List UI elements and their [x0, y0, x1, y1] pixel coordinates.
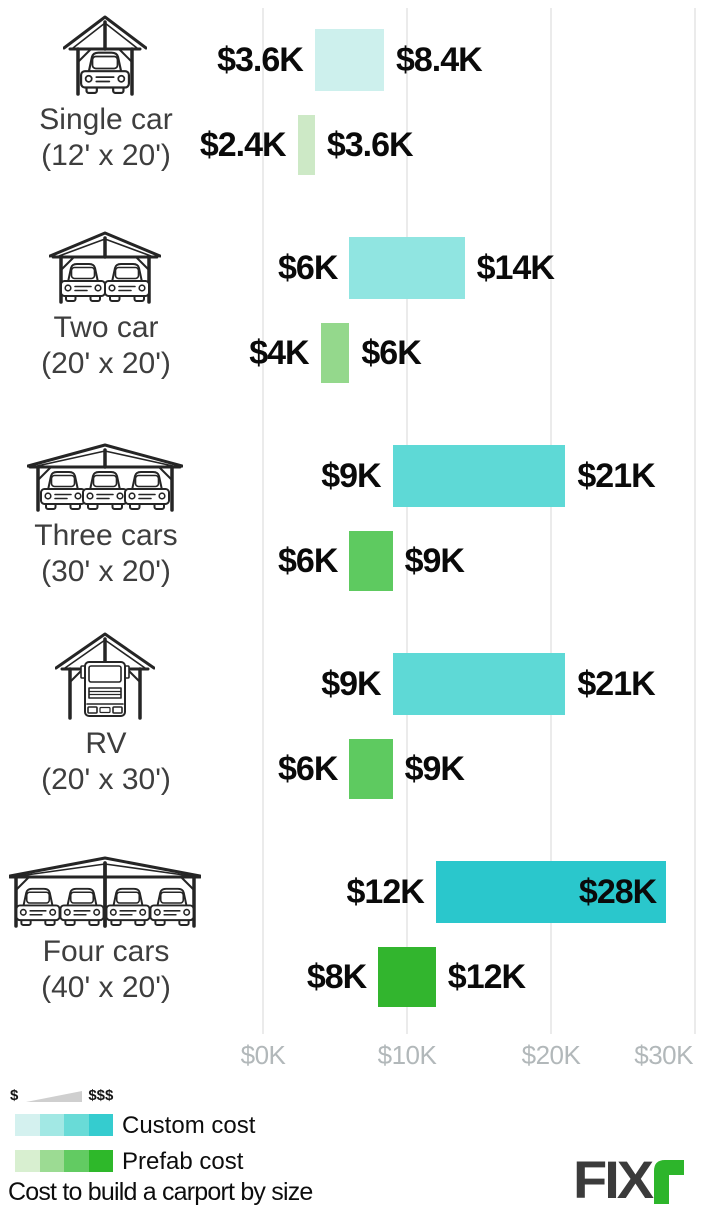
- chart-row-four-cars: Four cars (40' x 20') $12K $28K $8K $12K: [0, 842, 710, 1050]
- custom-cost-bar: [435, 861, 667, 923]
- price-scale-wedge-icon: [26, 1091, 83, 1102]
- chart-row-single-car: Single car (12' x 20') $3.6K $8.4K $2.4K $3.6…: [0, 10, 710, 218]
- prefab-max-value: $12K: [447, 958, 526, 996]
- custom-swatch-cell: [64, 1114, 89, 1136]
- prefab-min-value: $2.4K: [199, 126, 287, 164]
- chart-row-rv: RV (20' x 30') $9K $21K $6K $9K: [0, 632, 710, 842]
- custom-cost-bar: [392, 653, 566, 715]
- gridline-30k: [694, 8, 696, 1034]
- axis-tick-label: $10K: [377, 1040, 437, 1070]
- prefab-swatch-cell: [88, 1150, 113, 1172]
- carport-two-car-icon: [48, 230, 162, 309]
- custom-swatch-cell: [15, 1114, 40, 1136]
- category-size: (30' x 20'): [41, 555, 171, 588]
- custom-min-value: $9K: [321, 457, 381, 495]
- carport-three-car-icon: [26, 442, 184, 517]
- prefab-cost-bar: [378, 947, 436, 1007]
- category-label: Single car: [39, 103, 173, 136]
- prefab-max-value: $9K: [404, 750, 465, 788]
- gridline-0k: [262, 8, 264, 1034]
- prefab-max-value: $6K: [361, 334, 421, 372]
- category-size: (20' x 20'): [41, 347, 171, 380]
- prefab-swatch-cell: [64, 1150, 89, 1172]
- category-label: Four cars: [42, 935, 170, 968]
- custom-swatch-cell: [88, 1114, 113, 1136]
- category-size: (20' x 30'): [41, 763, 171, 796]
- price-scale-max: $$$: [88, 1087, 114, 1104]
- category-size: (40' x 20'): [41, 971, 171, 1004]
- carport-rv-icon: [54, 632, 156, 725]
- carport-single-car-icon: [62, 14, 148, 101]
- custom-cost-bar: [392, 445, 566, 507]
- custom-max-value: $28K: [578, 873, 657, 911]
- category-label: Three cars: [34, 519, 178, 552]
- fixr-logo: FIX: [573, 1149, 685, 1210]
- custom-cost-swatch: [15, 1114, 113, 1136]
- prefab-cost-bar: [349, 739, 393, 799]
- custom-cost-bar: [314, 29, 384, 91]
- prefab-max-value: $3.6K: [326, 126, 414, 164]
- chart-title: Cost to build a carport by size: [8, 1178, 313, 1206]
- prefab-min-value: $6K: [278, 750, 338, 788]
- prefab-min-value: $4K: [249, 334, 309, 372]
- price-scale-min: $: [10, 1087, 19, 1104]
- category-label: Two car: [53, 311, 159, 344]
- custom-min-value: $3.6K: [217, 41, 304, 79]
- custom-max-value: $14K: [476, 249, 555, 287]
- axis-tick-label: $30K: [634, 1040, 693, 1070]
- custom-cost-bar: [349, 237, 465, 299]
- prefab-swatch-cell: [15, 1150, 40, 1172]
- custom-min-value: $9K: [321, 665, 381, 703]
- prefab-swatch-cell: [39, 1150, 64, 1172]
- prefab-max-value: $9K: [404, 542, 465, 580]
- custom-max-value: $21K: [577, 457, 655, 495]
- fixr-r-icon: [654, 1160, 685, 1204]
- prefab-cost-bar: [349, 531, 393, 591]
- custom-swatch-cell: [39, 1114, 64, 1136]
- custom-max-value: $8.4K: [395, 41, 483, 79]
- prefab-cost-swatch: [15, 1150, 113, 1172]
- chart-row-two-car: Two car (20' x 20') $6K $14K $4K $6K: [0, 218, 710, 426]
- prefab-min-value: $6K: [278, 542, 338, 580]
- chart-row-three-cars: Three cars (30' x 20') $9K $21K $6K $9K: [0, 426, 710, 634]
- axis-tick-label: $20K: [521, 1040, 581, 1070]
- category-label: RV: [85, 727, 127, 760]
- gridline-10k: [406, 8, 408, 1034]
- prefab-cost-label: Prefab cost: [122, 1148, 244, 1175]
- axis-tick-label: $0K: [240, 1040, 286, 1070]
- fixr-logo-text: FIX: [573, 1149, 654, 1210]
- prefab-cost-bar: [297, 115, 315, 175]
- custom-min-value: $6K: [278, 249, 338, 287]
- prefab-cost-bar: [320, 323, 350, 383]
- gridline-20k: [550, 8, 552, 1034]
- custom-max-value: $21K: [577, 665, 655, 703]
- carport-four-car-icon: [8, 856, 202, 933]
- custom-cost-label: Custom cost: [122, 1112, 256, 1139]
- custom-min-value: $12K: [346, 873, 425, 911]
- price-scale-legend: $ $$$: [10, 1086, 113, 1104]
- prefab-min-value: $8K: [306, 958, 367, 996]
- category-size: (12' x 20'): [41, 139, 171, 172]
